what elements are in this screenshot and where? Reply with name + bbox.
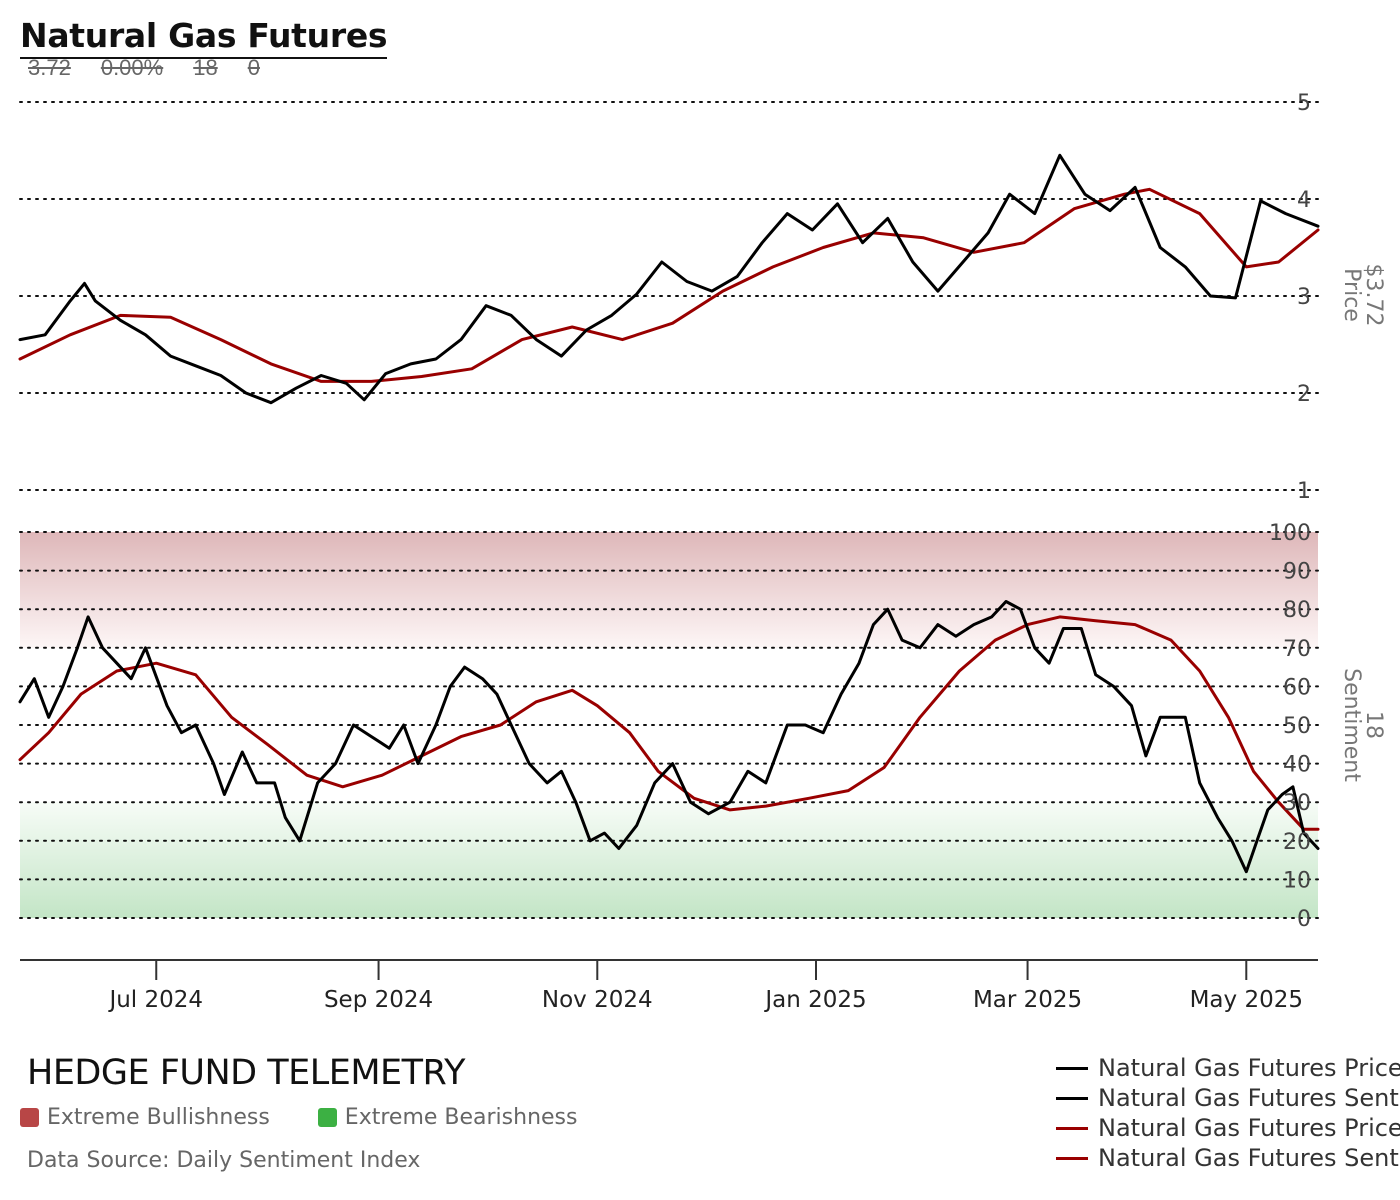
sentiment-axis-tick-label: 20	[1283, 830, 1311, 855]
price-axis-tick-label: 5	[1297, 91, 1311, 116]
zone-legend: Extreme Bullishness Extreme Bearishness	[20, 1105, 577, 1130]
bullish-swatch	[20, 1108, 39, 1127]
legend-line-sentiment-sma	[1056, 1156, 1088, 1160]
price-axis-tick-label: 3	[1297, 285, 1311, 310]
brand-name: HEDGE FUND TELEMETRY	[27, 1053, 466, 1093]
bearish-swatch	[317, 1108, 337, 1127]
legend-item-sentiment[interactable]: Natural Gas Futures Sentiment	[1056, 1083, 1400, 1113]
price-axis-tick-label: 2	[1297, 382, 1311, 407]
x-tick-label: May 2025	[1190, 987, 1303, 1013]
x-tick-label: Jan 2025	[763, 987, 866, 1013]
x-tick-label: Jul 2024	[107, 987, 203, 1013]
stat-change: 0.00%	[100, 57, 164, 77]
price-line	[18, 153, 1320, 405]
bullish-label: Extreme Bullishness	[47, 1105, 270, 1130]
sentiment-line	[18, 600, 1320, 874]
x-tick-label: Sep 2024	[324, 987, 433, 1013]
price-sma-line	[18, 187, 1320, 383]
sentiment-axis-tick-label: 80	[1283, 598, 1311, 623]
title-block: Natural Gas Futures 3.72 0.00% 18 0	[20, 16, 388, 77]
legend-item-sentiment-sma[interactable]: Natural Gas Futures Sentiment SMA	[1056, 1143, 1400, 1173]
sentiment-axis-tick-label: 70	[1283, 637, 1311, 662]
legend-label-sentiment: Natural Gas Futures Sentiment	[1098, 1084, 1400, 1112]
zone-legend-bearish: Extreme Bearishness	[317, 1105, 578, 1130]
stat-sentiment-change: 0	[247, 57, 260, 77]
stat-sentiment: 18	[193, 57, 218, 77]
bearish-label: Extreme Bearishness	[344, 1105, 578, 1130]
price-axis-label-text: Price	[1339, 268, 1364, 322]
zone-legend-bullish: Extreme Bullishness	[20, 1105, 270, 1130]
price-axis-tick-label: 4	[1297, 188, 1311, 213]
sentiment-sma-line	[18, 615, 1320, 831]
legend-item-price[interactable]: Natural Gas Futures Price	[1056, 1053, 1400, 1083]
legend-line-sentiment	[1056, 1096, 1088, 1100]
sentiment-axis-tick-label: 50	[1283, 714, 1311, 739]
legend-line-price	[1056, 1066, 1088, 1070]
legend-item-price-sma[interactable]: Natural Gas Futures Price SMA	[1056, 1113, 1400, 1143]
sentiment-axis-label-text: Sentiment	[1339, 668, 1364, 782]
x-tick-label: Nov 2024	[542, 987, 653, 1013]
price-axis-tick-label: 1	[1297, 479, 1311, 504]
sentiment-axis-tick-label: 40	[1283, 753, 1311, 778]
legend-label-sentiment-sma: Natural Gas Futures Sentiment SMA	[1098, 1144, 1400, 1172]
chart-title: Natural Gas Futures	[20, 16, 388, 55]
sentiment-axis-tick-label: 100	[1269, 521, 1311, 546]
sentiment-axis-tick-label: 30	[1283, 791, 1311, 816]
price-axis-label-text: $3.72	[1361, 264, 1386, 327]
legend-label-price-sma: Natural Gas Futures Price SMA	[1098, 1114, 1400, 1142]
stat-last-price: 3.72	[28, 57, 71, 77]
sentiment-axis-tick-label: 90	[1283, 560, 1311, 585]
sentiment-axis-tick-label: 60	[1283, 675, 1311, 700]
sentiment-axis-tick-label: 10	[1283, 868, 1311, 893]
sentiment-axis-tick-label: 0	[1297, 907, 1311, 932]
sentiment-axis-label-text: 18	[1361, 711, 1386, 739]
extreme-bullish-zone	[20, 532, 1318, 648]
legend-line-price-sma	[1056, 1126, 1088, 1130]
price-axis-label: Price$3.72	[1339, 264, 1386, 327]
extreme-bearish-zone	[20, 802, 1318, 918]
data-source: Data Source: Daily Sentiment Index	[27, 1148, 421, 1173]
x-tick-label: Mar 2025	[973, 987, 1082, 1013]
stats-row: 3.72 0.00% 18 0	[20, 57, 388, 77]
legend-label-price: Natural Gas Futures Price	[1098, 1054, 1400, 1082]
series-legend: Natural Gas Futures Price Natural Gas Fu…	[1056, 1053, 1400, 1173]
